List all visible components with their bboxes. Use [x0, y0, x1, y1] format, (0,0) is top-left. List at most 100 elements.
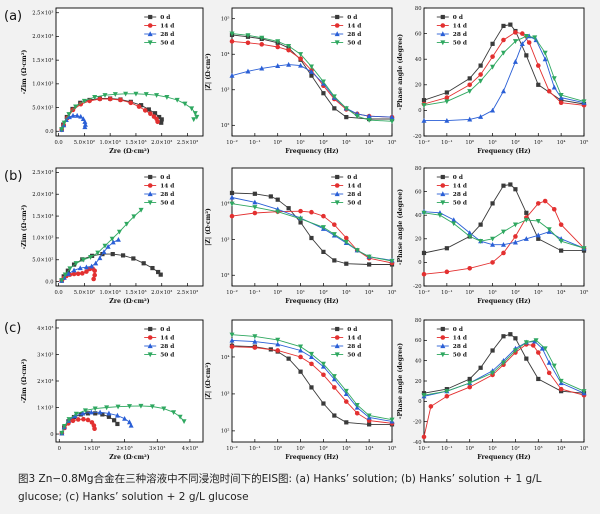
legend-marker [147, 183, 153, 188]
series-line [424, 35, 585, 122]
data-point [309, 361, 314, 367]
x-tick-label: 10⁴ [365, 446, 374, 452]
data-point [75, 271, 81, 277]
series-50d [421, 34, 587, 108]
data-point [530, 343, 536, 348]
data-point [67, 266, 73, 272]
data-point [513, 187, 518, 192]
data-point [536, 376, 541, 382]
data-point [524, 210, 529, 215]
data-point [191, 117, 197, 123]
data-point [512, 59, 518, 64]
data-point [252, 210, 258, 216]
data-point [298, 216, 304, 222]
panel-label-c: (c) [4, 321, 21, 336]
data-point [245, 40, 251, 46]
data-point [88, 409, 94, 415]
y-tick-label: 0 [418, 108, 421, 114]
x-tick-label: 5.0×10² [74, 140, 95, 146]
x-tick-label: 10⁰ [273, 446, 282, 452]
x-tick-label: 10⁵ [580, 290, 589, 296]
chart-a-bode-phase: 10⁻² 10⁻¹ 10⁰ 10¹ 10² 10³ 10⁴ 10⁵ -20 0 20 40 60 80 Fr… [397, 6, 588, 155]
data-point [104, 405, 110, 411]
data-point [490, 236, 496, 242]
data-point [157, 114, 162, 120]
data-point [298, 347, 304, 353]
data-point [112, 92, 118, 97]
legend-label: 14 d [453, 24, 467, 30]
data-point [229, 201, 235, 207]
data-point [389, 114, 395, 120]
legend-marker [148, 326, 153, 332]
data-point [558, 92, 564, 98]
chart-c-bode-z: 10⁻² 10⁻¹ 10⁰ 10¹ 10² 10³ 10⁴ 10⁵ 10² 10³ 10⁴ Frequ… [205, 319, 396, 461]
data-point [309, 235, 314, 241]
y-tick-label: 1.0×10³ [32, 236, 53, 242]
data-point [158, 272, 163, 277]
data-point [229, 194, 235, 200]
chart-a-nyquist: 0.0 5.0×10² 1.0×10³ 1.5×10³ 2.0×10³ 2.5×10³ 0.… [21, 7, 204, 155]
data-point [268, 194, 273, 199]
data-point [539, 345, 545, 351]
data-point [308, 64, 314, 70]
data-point [164, 95, 170, 100]
legend-label: 50 d [347, 353, 361, 359]
x-axis-label: Zre (Ω·cm²) [109, 298, 149, 305]
x-tick-label: 10⁴ [557, 140, 566, 146]
y-axis-label: |Z| (Ω·cm²) [205, 53, 212, 91]
data-point [535, 219, 541, 224]
legend-label: 50 d [160, 41, 174, 47]
data-point [115, 421, 120, 427]
y-tick-label: 60 [415, 31, 422, 37]
legend-label: 14 d [160, 336, 174, 342]
data-point [500, 50, 506, 56]
data-point [478, 365, 483, 370]
data-point [490, 260, 495, 265]
series-50d [421, 338, 587, 398]
x-tick-label: 2.5×10³ [177, 140, 198, 146]
data-point [558, 239, 564, 244]
y-tick-label: 80 [415, 166, 422, 172]
x-axis-label: Frequency (Hz) [285, 454, 339, 461]
data-point [275, 209, 281, 215]
data-point [490, 370, 496, 376]
data-point [520, 31, 525, 36]
y-tick-label: 10³ [221, 237, 230, 243]
data-point [389, 119, 395, 124]
data-point [343, 239, 349, 245]
chart-c-nyquist: 0 1×10³ 2×10³ 3×10³ 4×10³ 0 1×10³ 2×10³ 3×10³ 4×1… [21, 319, 204, 461]
data-point [152, 111, 158, 116]
data-point [523, 34, 529, 39]
data-point [478, 78, 484, 84]
legend-label: 28 d [347, 192, 361, 198]
data-point [444, 246, 449, 251]
data-point [95, 250, 101, 256]
series-14d [421, 198, 587, 277]
data-point [542, 198, 548, 204]
data-point [142, 108, 148, 113]
data-point [192, 111, 198, 116]
y-tick-label: 40 [415, 213, 422, 219]
data-point [252, 191, 257, 196]
data-point [275, 39, 281, 45]
data-point [501, 334, 506, 339]
data-point [444, 99, 450, 105]
x-axis-label: Frequency (Hz) [285, 298, 339, 305]
data-point [421, 393, 427, 398]
data-point [343, 388, 349, 394]
data-point [367, 422, 372, 427]
data-point [344, 261, 349, 266]
series-50d [229, 31, 395, 124]
data-point [120, 253, 126, 258]
x-tick-label: 10² [511, 290, 520, 296]
data-point [107, 96, 113, 102]
data-point [478, 63, 483, 68]
data-point [59, 127, 65, 133]
data-point [551, 207, 557, 212]
panel-label-a: (a) [4, 9, 22, 24]
data-point [354, 410, 360, 416]
data-point [354, 248, 360, 253]
data-point [508, 22, 513, 27]
x-tick-label: 10⁵ [388, 140, 397, 146]
